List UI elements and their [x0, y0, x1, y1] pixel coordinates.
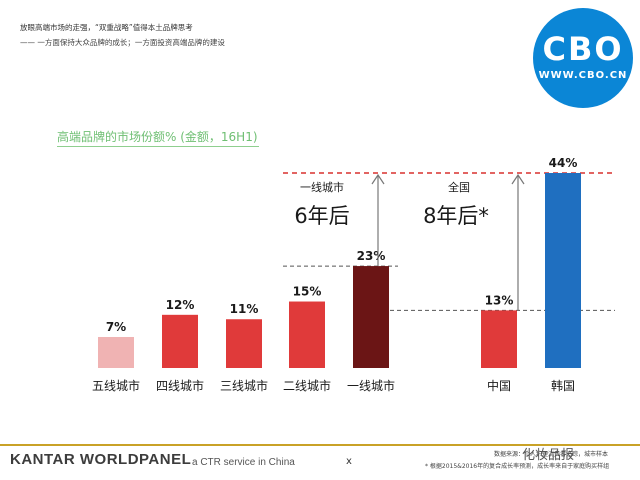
- cbo-logo: CBO WWW.CBO.CN: [533, 8, 633, 108]
- arrow-head-1: [511, 173, 525, 185]
- annotation-label-0: 一线城市: [300, 180, 344, 194]
- category-label-6: 韩国: [551, 378, 575, 393]
- kantar-brand-right: WORLDPANEL: [79, 451, 192, 468]
- annotation-value-1: 8年后*: [423, 204, 489, 228]
- category-label-4: 一线城市: [347, 378, 395, 393]
- header-line-1: 放眼高端市场的走强，“双重战略”值得本土品牌思考: [20, 23, 193, 32]
- header-line-2: —— 一方面保持大众品牌的成长；一方面投资高端品牌的建设: [20, 38, 225, 47]
- bar-6: [545, 172, 581, 368]
- value-label-2: 11%: [230, 302, 259, 316]
- value-label-4: 23%: [357, 249, 386, 263]
- logo-url: WWW.CBO.CN: [538, 70, 628, 81]
- footer-rule: [0, 444, 640, 446]
- bar-5: [481, 310, 517, 368]
- footer-mark: x: [346, 456, 352, 467]
- bar-3: [289, 301, 325, 368]
- forecast-note: * 根据2015&2016年的复合成长率预测，成长率来自于家庭购买样组: [425, 463, 610, 470]
- logo-text: CBO: [542, 30, 624, 68]
- annotation-value-0: 6年后: [294, 204, 349, 228]
- kantar-brand-left: KANTAR: [10, 451, 76, 468]
- annotation-label-1: 全国: [448, 180, 470, 194]
- category-label-2: 三线城市: [220, 378, 268, 393]
- bar-2: [226, 319, 262, 368]
- chart-title: 高端品牌的市场份额% (金额，16H1): [57, 130, 258, 144]
- chart-title-underline: [57, 146, 259, 147]
- bar-0: [98, 336, 134, 368]
- value-label-6: 44%: [549, 156, 578, 170]
- category-label-1: 四线城市: [156, 378, 204, 393]
- watermark: 化妆品报: [522, 448, 575, 463]
- kantar-tagline: a CTR service in China: [192, 457, 295, 468]
- category-label-0: 五线城市: [92, 378, 140, 393]
- arrow-head-0: [371, 173, 385, 185]
- kantar-logo: KANTAR WORLDPANEL: [10, 451, 191, 468]
- value-label-3: 15%: [293, 285, 322, 299]
- bar-4: [353, 266, 389, 368]
- category-label-5: 中国: [487, 378, 511, 393]
- value-label-1: 12%: [166, 298, 195, 312]
- category-label-3: 二线城市: [283, 378, 331, 393]
- value-label-0: 7%: [106, 320, 126, 334]
- value-label-5: 13%: [485, 293, 514, 307]
- bar-1: [162, 314, 198, 368]
- source-note: 数据来源：个人护理消费者追踪，城市样本: [494, 451, 609, 458]
